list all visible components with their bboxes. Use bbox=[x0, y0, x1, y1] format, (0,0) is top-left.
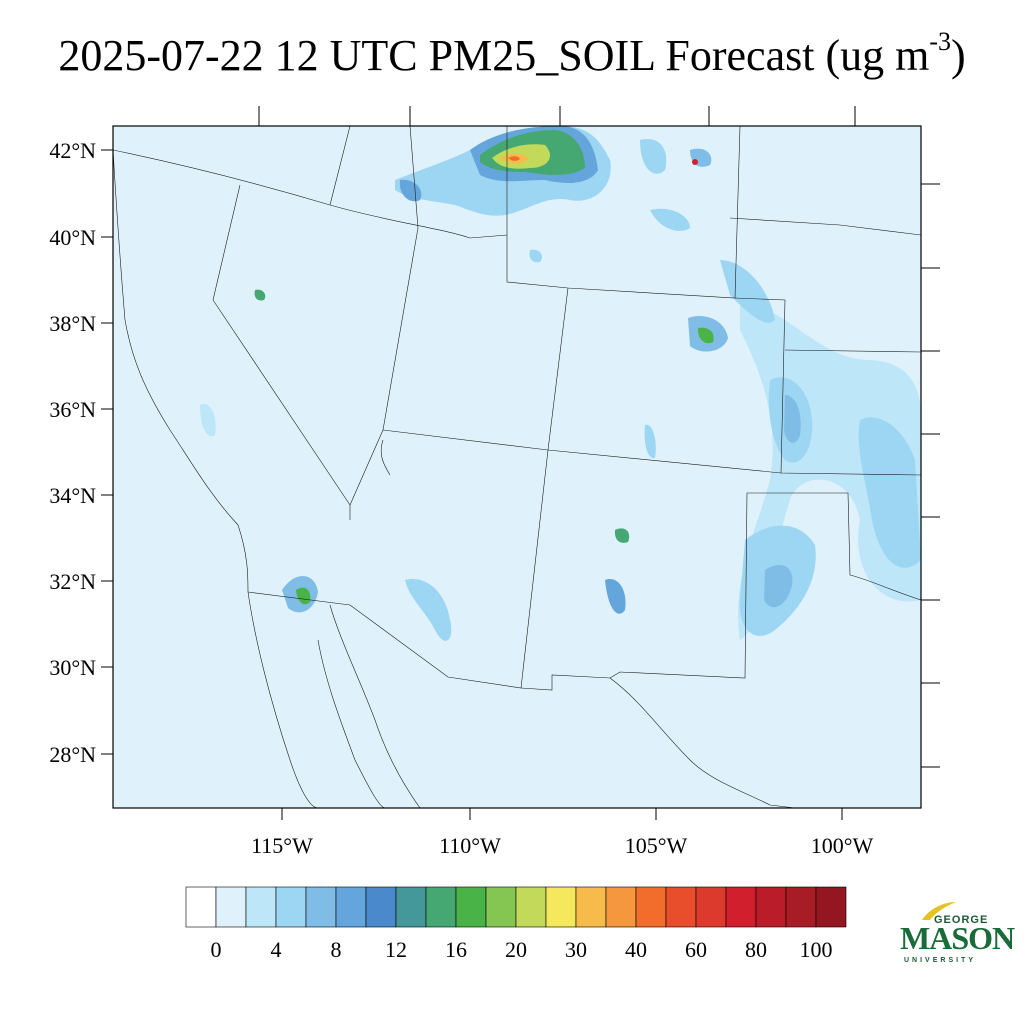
colorbar-label: 30 bbox=[565, 937, 587, 962]
plume-az-south bbox=[405, 579, 452, 641]
colorbar-swatch bbox=[605, 886, 637, 928]
colorbar-label: 40 bbox=[625, 937, 647, 962]
colorbar-swatch bbox=[215, 886, 247, 928]
latitude-ticks bbox=[101, 149, 940, 768]
colorbar-label: 8 bbox=[331, 937, 342, 962]
colorbar-swatch bbox=[245, 886, 277, 928]
colorbar-label: 80 bbox=[745, 937, 767, 962]
longitude-ticks bbox=[258, 106, 856, 820]
colorbar-swatch bbox=[785, 886, 817, 928]
lat-label: 36°N bbox=[49, 397, 96, 422]
map-title: 2025-07-22 12 UTC PM25_SOIL Forecast (ug… bbox=[58, 27, 966, 80]
colorbar-swatch bbox=[635, 886, 667, 928]
lat-label: 32°N bbox=[49, 569, 96, 594]
colorbar-swatch bbox=[485, 886, 517, 928]
plume-wy-south bbox=[650, 208, 690, 231]
colorbar-swatch bbox=[545, 886, 577, 928]
lat-label: 34°N bbox=[49, 483, 96, 508]
lat-label: 38°N bbox=[49, 311, 96, 336]
lat-label: 40°N bbox=[49, 225, 96, 250]
colorbar-swatch bbox=[305, 886, 337, 928]
plume-nm-south bbox=[605, 579, 626, 614]
concentration-layer bbox=[200, 126, 921, 641]
plume-kansas-core bbox=[784, 395, 801, 443]
colorbar-label: 100 bbox=[800, 937, 833, 962]
colorbar-label: 4 bbox=[271, 937, 282, 962]
map-frame bbox=[112, 125, 922, 809]
colorbar-swatch bbox=[575, 886, 607, 928]
colorbar-swatch bbox=[335, 886, 367, 928]
colorbar-swatch bbox=[665, 886, 697, 928]
plume-ca bbox=[200, 404, 216, 437]
colorbar-swatch bbox=[815, 886, 847, 928]
logo-swoosh-icon bbox=[922, 902, 956, 920]
colorbar-swatch bbox=[515, 886, 547, 928]
plume-colorado-core bbox=[697, 327, 714, 344]
colorbar-swatch bbox=[395, 886, 427, 928]
lat-label: 28°N bbox=[49, 742, 96, 767]
colorbar-labels: 0 4 8 12 16 20 30 40 60 80 100 bbox=[211, 937, 833, 962]
lat-label: 42°N bbox=[49, 138, 96, 163]
gmu-logo: GEORGE MASON UNIVERSITY bbox=[898, 900, 1015, 970]
plume-newmexico-east-core bbox=[764, 565, 793, 608]
colorbar-label: 16 bbox=[445, 937, 467, 962]
plume-co-south bbox=[644, 424, 656, 459]
plume-ut-lake bbox=[529, 249, 542, 263]
lat-label: 30°N bbox=[49, 655, 96, 680]
lon-label: 110°W bbox=[439, 833, 501, 858]
hotspot-wy bbox=[692, 159, 698, 165]
colorbar-swatch bbox=[365, 886, 397, 928]
plume-nm-mid bbox=[614, 528, 630, 543]
plume-nv-small bbox=[254, 289, 266, 301]
lon-label: 105°W bbox=[625, 833, 688, 858]
plume-idaho bbox=[399, 179, 422, 202]
colorbar-label: 12 bbox=[385, 937, 407, 962]
longitude-labels: 115°W 110°W 105°W 100°W bbox=[251, 833, 873, 858]
plume-wy-east bbox=[640, 139, 667, 174]
colorbar-swatch bbox=[725, 886, 757, 928]
colorbar-swatch bbox=[275, 886, 307, 928]
colorbar-label: 60 bbox=[685, 937, 707, 962]
colorbar-swatch bbox=[695, 886, 727, 928]
lon-label: 100°W bbox=[811, 833, 874, 858]
plume-east-2 bbox=[858, 417, 921, 568]
political-boundaries bbox=[113, 126, 921, 808]
latitude-labels: 42°N 40°N 38°N 36°N 34°N 32°N 30°N 28°N bbox=[49, 138, 96, 767]
plume-north-6 bbox=[508, 156, 520, 161]
colorbar-label: 20 bbox=[505, 937, 527, 962]
colorbar-swatch bbox=[755, 886, 787, 928]
colorbar-swatch bbox=[185, 886, 217, 928]
plume-nebraska bbox=[720, 260, 775, 323]
plume-baja-core bbox=[296, 587, 311, 605]
colorbar-swatch bbox=[455, 886, 487, 928]
lon-label: 115°W bbox=[251, 833, 313, 858]
colorbar-label: 0 bbox=[211, 937, 222, 962]
colorbar-swatch bbox=[425, 886, 457, 928]
colorbar bbox=[185, 886, 847, 928]
